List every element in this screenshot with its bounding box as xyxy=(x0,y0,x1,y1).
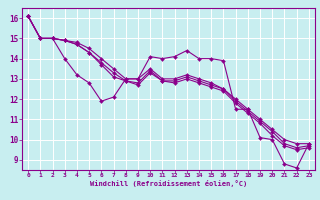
X-axis label: Windchill (Refroidissement éolien,°C): Windchill (Refroidissement éolien,°C) xyxy=(90,180,247,187)
